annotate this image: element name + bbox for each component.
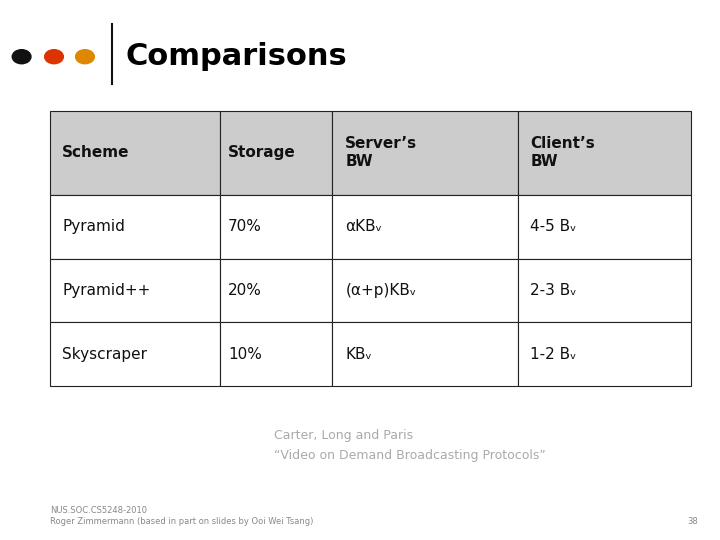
Bar [50, 259, 220, 322]
Bar [518, 111, 691, 195]
Bar [333, 259, 518, 322]
Text: Carter, Long and Paris
“Video on Demand Broadcasting Protocols”: Carter, Long and Paris “Video on Demand … [274, 429, 545, 462]
Bar [50, 322, 220, 387]
Bar [220, 259, 333, 322]
Bar [518, 259, 691, 322]
Text: αKBᵥ: αKBᵥ [346, 219, 382, 234]
Bar [333, 322, 518, 387]
Text: Client’s
BW: Client’s BW [531, 136, 595, 169]
Bar [333, 111, 518, 195]
Text: Pyramid++: Pyramid++ [63, 283, 150, 298]
Text: Skyscraper: Skyscraper [63, 347, 148, 362]
Text: NUS.SOC.CS5248-2010
Roger Zimmermann (based in part on slides by Ooi Wei Tsang): NUS.SOC.CS5248-2010 Roger Zimmermann (ba… [50, 507, 314, 526]
Text: 20%: 20% [228, 283, 262, 298]
Circle shape [45, 50, 63, 64]
Text: Pyramid: Pyramid [63, 219, 125, 234]
Circle shape [12, 50, 31, 64]
Text: Comparisons: Comparisons [126, 42, 348, 71]
Text: (α+p)KBᵥ: (α+p)KBᵥ [346, 283, 417, 298]
Text: KBᵥ: KBᵥ [346, 347, 372, 362]
Text: 70%: 70% [228, 219, 262, 234]
Text: Storage: Storage [228, 145, 296, 160]
Text: Server’s
BW: Server’s BW [346, 136, 418, 169]
Text: 4-5 Bᵥ: 4-5 Bᵥ [531, 219, 577, 234]
Bar [333, 195, 518, 259]
Text: 1-2 Bᵥ: 1-2 Bᵥ [531, 347, 577, 362]
Bar [518, 195, 691, 259]
Text: 10%: 10% [228, 347, 262, 362]
Circle shape [76, 50, 94, 64]
Text: 2-3 Bᵥ: 2-3 Bᵥ [531, 283, 577, 298]
Bar [220, 322, 333, 387]
Bar [220, 195, 333, 259]
Bar [50, 195, 220, 259]
Bar [518, 322, 691, 387]
Bar [220, 111, 333, 195]
Bar [50, 111, 220, 195]
Text: Scheme: Scheme [63, 145, 130, 160]
Text: 38: 38 [688, 517, 698, 526]
